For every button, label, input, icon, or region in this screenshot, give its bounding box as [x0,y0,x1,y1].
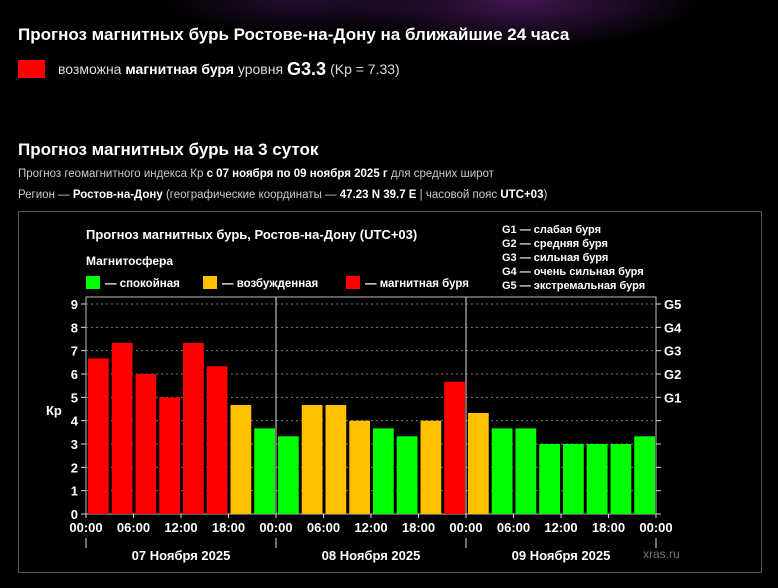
info-text: ) [543,189,548,201]
g-tick-label: G4 [664,320,682,335]
kp-bar [420,420,442,514]
region-name: Ростов-на-Дону [72,189,163,201]
forecast-period: с 07 ноября по 09 ноября 2025 г [206,168,388,180]
y-tick-label: 9 [71,297,78,312]
legend-swatch [346,276,360,289]
status-storm-label: магнитная буря [125,61,234,77]
g-legend-item: G2 — средняя буря [502,238,608,250]
kp-bar [206,366,228,514]
x-tick-label: 06:00 [117,520,150,535]
y-tick-label: 8 [71,320,78,335]
y-axis-label: Кр [46,403,62,418]
forecast-period-line: Прогноз геомагнитного индекса Кр с 07 но… [18,168,494,180]
day-label: 07 Ноября 2025 [132,548,231,563]
day-label: 09 Ноября 2025 [512,548,611,563]
day-label: 08 Ноября 2025 [322,548,421,563]
y-tick-label: 1 [71,484,78,499]
watermark: xras.ru [643,547,680,561]
x-tick-label: 00:00 [449,520,482,535]
kp-bar [349,420,370,514]
x-tick-label: 18:00 [402,520,435,535]
x-tick-label: 00:00 [639,520,672,535]
x-tick-label: 00:00 [69,520,102,535]
info-text: (географические координаты — [165,189,337,201]
region-coords: 47.23 N 39.7 E [339,189,417,201]
kp-bar [159,397,180,514]
kp-bar [539,444,560,514]
kp-bar [586,444,608,514]
kp-bar [373,428,394,514]
info-text: для средних широт [390,168,494,180]
page-title: Прогноз магнитных бурь Ростове-на-Дону н… [18,25,570,44]
g-tick-label: G2 [664,367,681,382]
g-tick-label: G5 [664,297,681,312]
info-text: Прогноз геомагнитного индекса Кр [18,168,204,180]
g-legend-item: G1 — слабая буря [502,224,601,236]
y-tick-label: 6 [71,367,78,382]
legend-label: — спокойная [105,278,180,290]
g-tick-label: G3 [664,344,681,359]
kp-bar [468,412,489,514]
kp-bar [325,405,347,514]
status-prefix: возможна [58,61,122,77]
kp-bar [111,342,133,514]
x-tick-label: 12:00 [544,520,577,535]
kp-bar [610,444,632,514]
y-tick-label: 7 [71,344,78,359]
g-legend-item: G4 — очень сильная буря [502,266,644,278]
legend-title: Магнитосфера [86,254,173,268]
kp-bar [278,436,299,514]
chart-title: Прогноз магнитных бурь, Ростов-на-Дону (… [86,227,417,242]
storm-status-swatch [18,60,45,78]
g-tick-label: G1 [664,390,681,405]
kp-bar [230,405,252,514]
x-tick-label: 06:00 [307,520,340,535]
y-tick-label: 5 [71,390,78,405]
section-title: Прогноз магнитных бурь на 3 суток [18,140,319,159]
kp-bar [491,428,513,514]
g-legend-item: G3 — сильная буря [502,252,608,264]
kp-bar [634,436,655,514]
kp-bar [396,436,418,514]
y-tick-label: 0 [71,507,78,522]
kp-bar [563,444,584,514]
kp-bar [515,428,537,514]
x-tick-label: 12:00 [354,520,387,535]
x-tick-label: 00:00 [259,520,292,535]
chart-frame [18,211,762,573]
kp-bar [444,381,465,514]
legend-swatch [203,276,217,289]
legend-swatch [86,276,100,289]
status-mid: уровня [237,61,284,77]
x-tick-label: 12:00 [164,520,197,535]
region-timezone: UTC+03 [500,189,544,201]
x-tick-label: 18:00 [212,520,245,535]
y-tick-label: 4 [71,414,79,429]
legend-label: — магнитная буря [365,278,469,290]
status-kp: (Kp = 7.33) [330,61,400,77]
region-line: Регион — Ростов-на-Дону (географические … [18,189,547,201]
kp-bar [183,342,204,514]
y-tick-label: 3 [71,437,78,452]
kp-bar [301,405,323,514]
info-text: Регион — [18,189,70,201]
kp-bar [88,358,109,514]
kp-bar [135,374,157,514]
x-tick-label: 06:00 [497,520,530,535]
status-level: G3.3 [287,58,327,79]
g-legend-item: G5 — экстремальная буря [502,280,645,292]
storm-status: возможна магнитная буря уровня G3.3 (Kp … [18,58,400,80]
kp-bar [254,428,275,514]
y-tick-label: 2 [71,460,78,475]
info-text: | часовой пояс [419,189,498,201]
x-tick-label: 18:00 [592,520,625,535]
legend-label: — возбужденная [222,278,318,290]
